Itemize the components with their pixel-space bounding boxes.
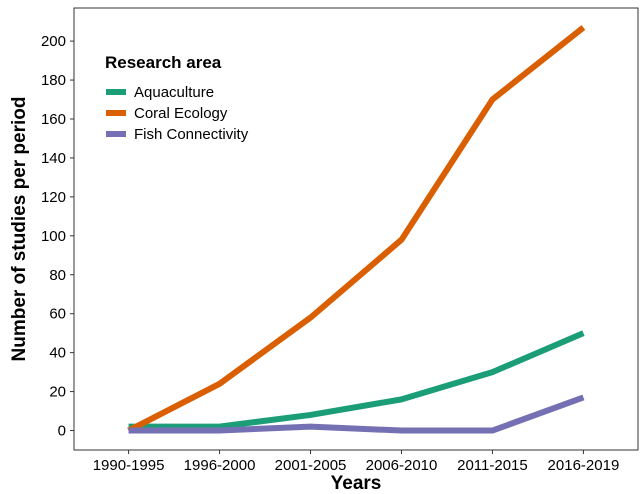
legend-label: Coral Ecology <box>134 105 228 122</box>
legend-label: Fish Connectivity <box>134 126 249 143</box>
x-tick-label: 1996-2000 <box>184 457 256 474</box>
y-tick-label: 60 <box>49 306 66 323</box>
y-tick-label: 100 <box>41 228 66 245</box>
x-tick-label: 2016-2019 <box>548 457 620 474</box>
x-tick-label: 2001-2005 <box>275 457 347 474</box>
series-line-fish-connectivity <box>128 394 585 434</box>
x-axis-title: Years <box>331 473 382 494</box>
y-tick-label: 140 <box>41 150 66 167</box>
y-tick-label: 80 <box>49 267 66 284</box>
y-tick-label: 40 <box>49 345 66 362</box>
legend: Research area Aquaculture Coral Ecology Fi… <box>105 53 249 143</box>
series-line-aquaculture <box>128 330 585 430</box>
x-tick-label: 2006-2010 <box>366 457 438 474</box>
x-tick-label: 2011-2015 <box>457 457 528 474</box>
x-axis: 1990-1995 1996-2000 2001-2005 2006-2010 2011… <box>93 450 620 474</box>
y-tick-label: 20 <box>49 384 66 401</box>
y-tick-label: 120 <box>41 189 66 206</box>
y-tick-label: 180 <box>41 72 66 89</box>
y-tick-label: 200 <box>41 33 66 50</box>
plot-panel <box>73 7 639 451</box>
y-axis: 0 20 40 60 80 100 120 140 160 180 200 <box>41 33 74 440</box>
legend-title: Research area <box>105 53 222 72</box>
x-tick-label: 1990-1995 <box>93 457 165 474</box>
y-tick-label: 160 <box>41 111 66 128</box>
series-lines <box>127 25 586 434</box>
y-axis-title: Number of studies per period <box>9 97 30 362</box>
y-tick-label: 0 <box>58 423 66 440</box>
series-line-coral-ecology <box>127 25 586 434</box>
legend-label: Aquaculture <box>134 84 214 101</box>
